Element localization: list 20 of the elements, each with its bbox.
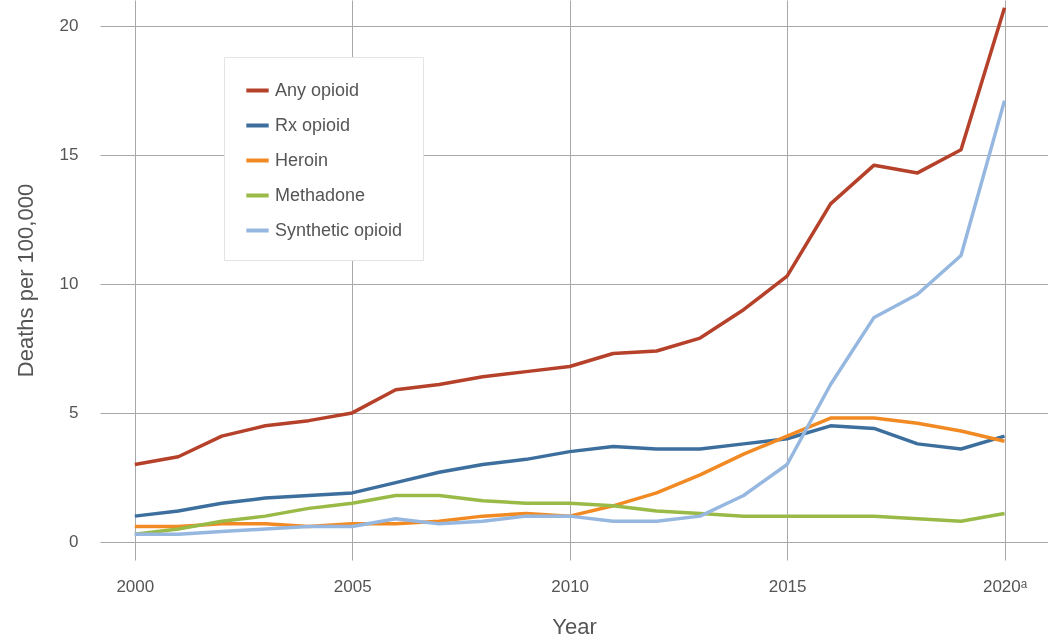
x-tick-label: 2005 <box>333 576 372 596</box>
legend-label: Heroin <box>275 149 329 170</box>
y-tick-label: 5 <box>69 403 79 423</box>
x-tick-label: 2010 <box>551 576 590 596</box>
x-tick-label: 2020ᵃ <box>982 576 1028 596</box>
legend-label: Synthetic opioid <box>275 219 403 240</box>
legend-label: Any opioid <box>275 79 360 100</box>
x-tick-label: 2000 <box>116 576 155 596</box>
y-tick-label: 0 <box>69 532 79 552</box>
legend-label: Methadone <box>275 184 366 205</box>
line-series <box>133 5 1007 467</box>
y-axis-title: Deaths per 100,000 <box>12 183 38 378</box>
x-tick-label: 2015 <box>768 576 807 596</box>
legend-label: Rx opioid <box>275 114 351 135</box>
line-series <box>133 98 1007 536</box>
y-tick-label: 10 <box>59 274 79 294</box>
x-axis-title: Year <box>552 613 597 639</box>
y-tick-label: 15 <box>59 145 79 165</box>
line-series <box>133 424 1007 518</box>
y-tick-label: 20 <box>59 16 79 36</box>
